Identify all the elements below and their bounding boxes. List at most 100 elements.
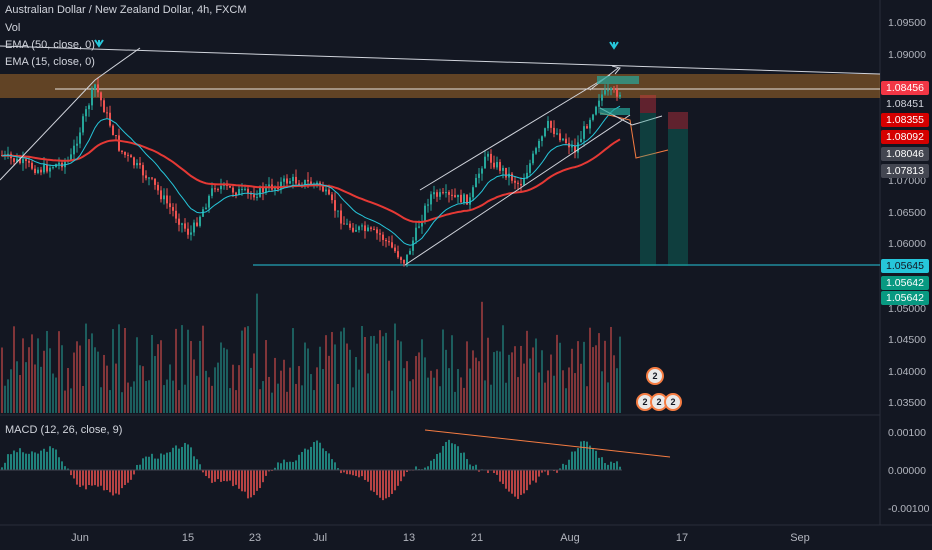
macd-bar	[616, 461, 618, 470]
candle-body	[454, 195, 456, 198]
macd-bar	[262, 470, 264, 483]
macd-bar	[292, 461, 294, 470]
macd-bar	[442, 446, 444, 470]
volume-bar	[295, 383, 297, 413]
macd-bar	[109, 470, 111, 493]
ema15-legend[interactable]: EMA (15, close, 0)	[5, 56, 95, 68]
macd-bar	[301, 451, 303, 470]
candle-body	[487, 153, 489, 157]
macd-bar	[118, 470, 120, 495]
macd-bar	[64, 466, 66, 470]
volume-bar	[49, 348, 51, 413]
macd-bar	[169, 452, 171, 470]
macd-legend[interactable]: MACD (12, 26, close, 9)	[5, 424, 123, 436]
volume-bar	[424, 357, 426, 413]
volume-legend[interactable]: Vol	[5, 22, 21, 34]
macd-bar	[289, 461, 291, 470]
candle-body	[577, 142, 579, 153]
event-badge[interactable]: 2	[646, 367, 664, 385]
macd-bar	[397, 470, 399, 486]
candle-body	[511, 173, 513, 181]
candle-body	[376, 229, 378, 234]
candle-body	[544, 128, 546, 137]
macd-bar	[529, 470, 531, 485]
candle-body	[427, 204, 429, 206]
macd-bar	[22, 452, 24, 470]
ema15-line	[1, 105, 621, 246]
volume-bar	[256, 293, 258, 413]
candle-body	[52, 167, 54, 169]
symbol-title[interactable]: Australian Dollar / New Zealand Dollar, …	[5, 4, 247, 16]
volume-bar	[412, 379, 414, 413]
macd-bar	[415, 466, 417, 470]
macd-bar	[478, 470, 480, 472]
candle-body	[58, 162, 60, 165]
macd-bar	[604, 463, 606, 470]
volume-bar	[541, 350, 543, 413]
candle-body	[208, 195, 210, 208]
volume-bar	[388, 360, 390, 413]
macd-bar	[28, 453, 30, 470]
macd-bar	[493, 470, 495, 473]
candle-body	[508, 173, 510, 178]
candle-body	[397, 251, 399, 258]
macd-bar	[304, 448, 306, 470]
macd-bar	[154, 458, 156, 470]
volume-bar	[283, 359, 285, 413]
entry-marker	[597, 76, 639, 84]
macd-bar	[121, 470, 123, 489]
volume-bar	[112, 329, 114, 413]
volume-bar	[289, 367, 291, 413]
volume-bar	[619, 336, 621, 413]
candle-body	[328, 189, 330, 195]
macd-bar	[463, 452, 465, 470]
price-tag: 1.05645	[881, 259, 929, 273]
volume-bar	[160, 340, 162, 413]
candle-body	[379, 233, 381, 235]
volume-bar	[496, 350, 498, 413]
macd-bar	[391, 470, 393, 494]
volume-bar	[253, 353, 255, 413]
volume-bar	[157, 344, 159, 413]
macd-bar	[517, 470, 519, 499]
candle-body	[91, 89, 93, 106]
volume-bar	[16, 361, 18, 413]
macd-axis-label: 0.00100	[888, 427, 926, 439]
candle-body	[331, 194, 333, 201]
candle-body	[439, 192, 441, 197]
volume-bar	[613, 355, 615, 413]
candle-body	[193, 222, 195, 233]
candle-body	[364, 225, 366, 232]
macd-bar	[250, 470, 252, 498]
candle-body	[37, 169, 39, 173]
macd-bar	[127, 470, 129, 483]
macd-bar	[502, 470, 504, 484]
macd-bar	[496, 470, 498, 475]
candle-body	[136, 163, 138, 166]
macd-bar	[322, 448, 324, 470]
macd-bar	[400, 470, 402, 482]
volume-bar	[490, 384, 492, 413]
macd-bar	[205, 470, 207, 477]
candle-body	[280, 181, 282, 190]
volume-bar	[532, 347, 534, 413]
volume-bar	[328, 355, 330, 413]
ema50-legend[interactable]: EMA (50, close, 0)	[5, 39, 95, 51]
candle-body	[589, 119, 591, 129]
candle-body	[160, 190, 162, 200]
volume-bar	[145, 380, 147, 413]
macd-bar	[526, 470, 528, 491]
volume-bar	[397, 340, 399, 413]
macd-bar	[181, 446, 183, 470]
volume-bar	[523, 363, 525, 413]
volume-bar	[562, 370, 564, 413]
candle-body	[247, 188, 249, 193]
volume-bar	[487, 337, 489, 413]
macd-bar	[34, 452, 36, 470]
event-badge[interactable]: 2	[664, 393, 682, 411]
macd-bar	[133, 470, 135, 475]
candle-body	[562, 138, 564, 141]
candle-body	[373, 228, 375, 230]
volume-bar	[217, 362, 219, 413]
